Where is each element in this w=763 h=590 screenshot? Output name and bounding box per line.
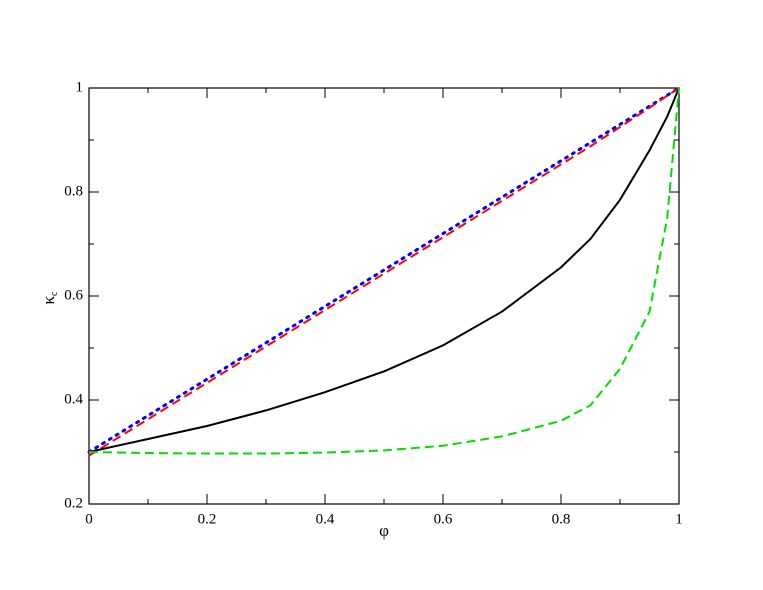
y-tick-label: 0.8	[64, 183, 83, 199]
y-axis-label-sub: c	[49, 291, 60, 296]
series-line	[88, 87, 680, 457]
y-tick-label: 0.2	[64, 495, 83, 511]
x-tick-label: 0.4	[316, 511, 335, 527]
series-line	[88, 87, 680, 455]
x-axis-label: φ	[379, 521, 389, 540]
y-axis-label-group: κc	[39, 291, 60, 305]
y-axis-label: κc	[39, 291, 60, 305]
y-axis-label-main: κ	[39, 296, 58, 305]
plot-frame	[88, 87, 680, 505]
x-tick-label: 0.2	[198, 511, 217, 527]
y-tick-label: 1	[76, 79, 84, 95]
x-tick-label: 0	[85, 511, 93, 527]
y-tick-label: 0.4	[64, 391, 83, 407]
series-line	[88, 87, 680, 453]
x-tick-label: 1	[675, 511, 683, 527]
y-tick-label: 0.6	[64, 287, 83, 303]
series-line	[87, 86, 681, 454]
x-tick-label: 0.8	[552, 511, 571, 527]
x-tick-label: 0.6	[434, 511, 453, 527]
